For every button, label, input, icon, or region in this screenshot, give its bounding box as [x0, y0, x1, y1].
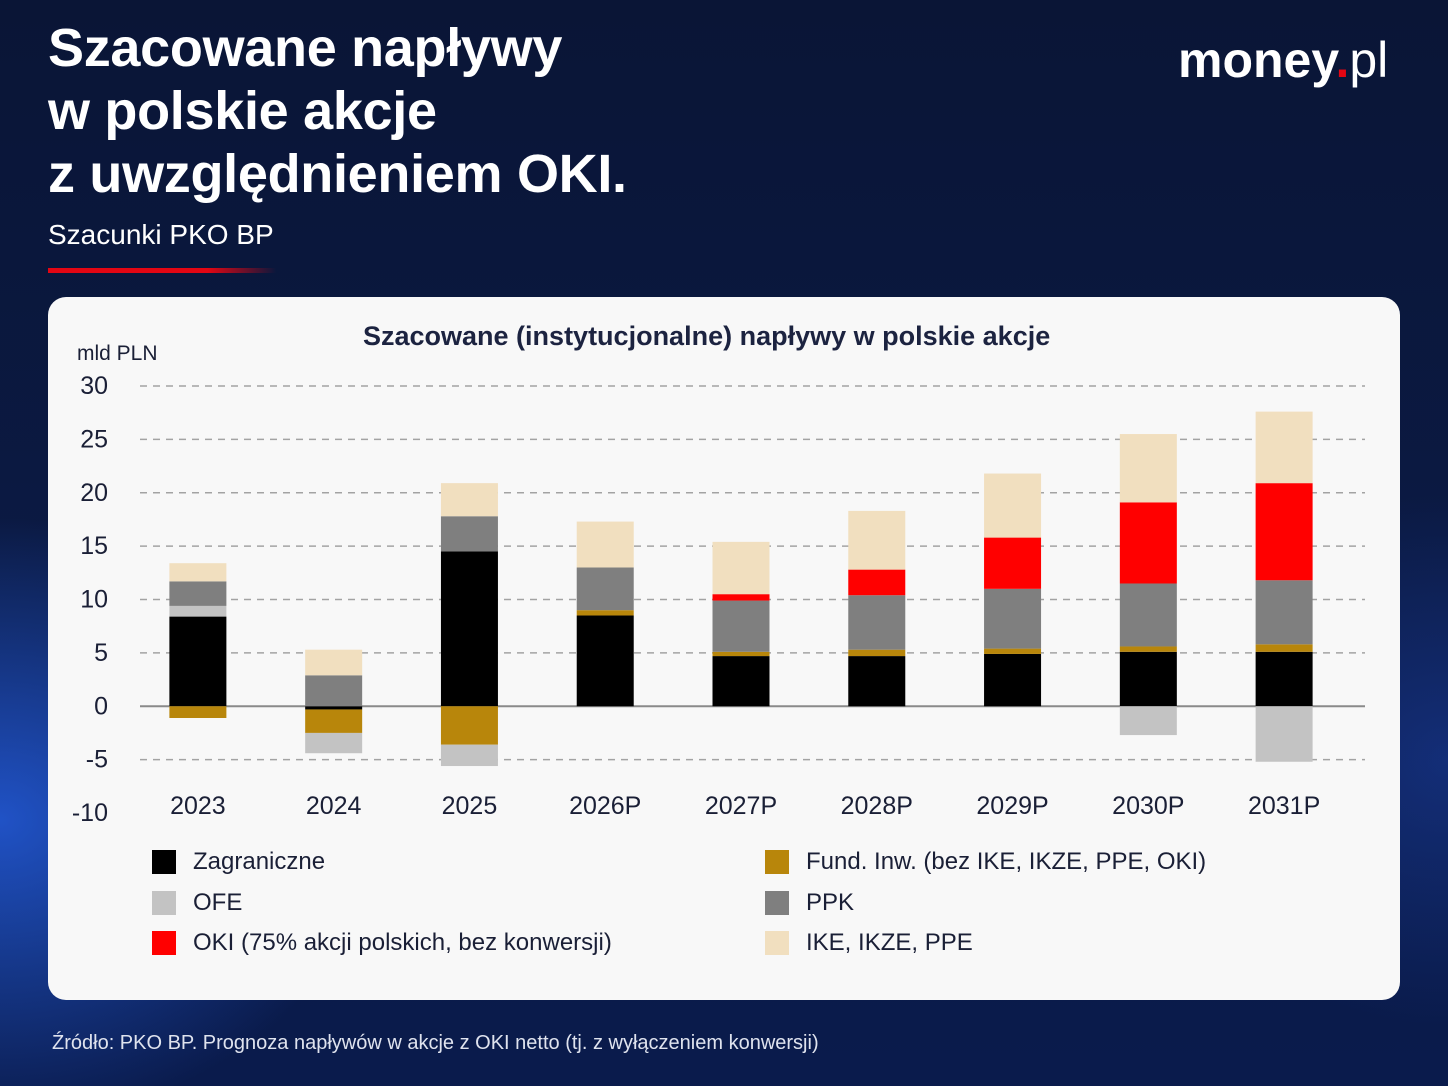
bar-ike-ikze-ppe-2029p — [984, 473, 1042, 538]
y-tick-label: 0 — [94, 692, 108, 720]
legend-swatch — [765, 931, 789, 956]
bar-fund-inw-bez-ike-ikze-ppe-oki-2025 — [440, 706, 498, 745]
x-tick-label: 2028P — [841, 792, 913, 820]
bar-fund-inw-bez-ike-ikze-ppe-oki-2029p — [984, 648, 1042, 654]
bar-ike-ikze-ppe-2027p — [712, 541, 770, 595]
bar-oki-75-akcji-polskich-bez-konwersji-2027p — [712, 594, 770, 601]
y-tick-label: 30 — [80, 372, 108, 400]
bar-zagraniczne-2030p — [1119, 651, 1177, 707]
logo-tld: pl — [1349, 32, 1389, 88]
x-tick-label: 2024 — [306, 792, 362, 820]
legend-swatch — [765, 890, 789, 915]
bar-zagraniczne-2029p — [984, 653, 1042, 707]
page-title: Szacowane napływy w polskie akcje z uwzg… — [48, 17, 627, 206]
x-tick-label: 2029P — [976, 792, 1048, 820]
bar-zagraniczne-2023 — [169, 616, 227, 707]
y-tick-label: -5 — [86, 746, 108, 774]
bar-ike-ikze-ppe-2026p — [576, 521, 634, 568]
bar-fund-inw-bez-ike-ikze-ppe-oki-2027p — [712, 651, 770, 657]
bar-zagraniczne-2024 — [305, 706, 363, 710]
page-title-line: w polskie akcje — [48, 81, 437, 141]
x-tick-label: 2023 — [170, 792, 226, 820]
logo-word: money — [1178, 32, 1336, 88]
legend-label: OKI (75% akcji polskich, bez konwersji) — [193, 929, 612, 957]
legend-swatch — [152, 931, 176, 956]
x-tick-label: 2031P — [1248, 792, 1320, 820]
bar-ike-ikze-ppe-2028p — [848, 510, 906, 570]
y-tick-label: 10 — [80, 586, 108, 614]
y-tick-label: 5 — [94, 639, 108, 667]
legend-item-oki-75-akcji-polskich-bez-konwersji: OKI (75% akcji polskich, bez konwersji) — [152, 923, 765, 964]
bar-ppk-2026p — [576, 567, 634, 611]
source-note: Źródło: PKO BP. Prognoza napływów w akcj… — [52, 1032, 819, 1054]
x-tick-label: 2025 — [442, 792, 498, 820]
bar-ofe-2023 — [169, 605, 227, 617]
bar-ppk-2024 — [305, 675, 363, 707]
y-tick-label: -10 — [72, 799, 108, 827]
chart-title: Szacowane (instytucjonalne) napływy w po… — [363, 321, 1051, 351]
bar-zagraniczne-2027p — [712, 656, 770, 707]
bar-ppk-2023 — [169, 581, 227, 606]
legend-item-ppk: PPK — [765, 883, 1325, 924]
page-title-line: z uwzględnieniem OKI. — [48, 144, 627, 204]
bar-oki-75-akcji-polskich-bez-konwersji-2030p — [1119, 502, 1177, 584]
legend-label: Zagraniczne — [193, 848, 326, 876]
legend-item-ike-ikze-ppe: IKE, IKZE, PPE — [765, 923, 1325, 964]
y-tick-label: 25 — [80, 425, 108, 453]
legend-item-ofe: OFE — [152, 883, 765, 924]
bar-fund-inw-bez-ike-ikze-ppe-oki-2024 — [305, 709, 363, 733]
x-tick-label: 2030P — [1112, 792, 1184, 820]
brand-logo: money.pl — [1178, 35, 1388, 85]
bar-ike-ikze-ppe-2031p — [1255, 411, 1313, 484]
legend-label: IKE, IKZE, PPE — [806, 929, 973, 957]
bar-zagraniczne-2031p — [1255, 651, 1313, 707]
y-tick-label: 20 — [80, 479, 108, 507]
bar-ppk-2028p — [848, 595, 906, 650]
accent-rule — [48, 268, 276, 273]
bar-layer — [169, 411, 1313, 767]
label-layer: 30 25 20 15 10 5 0 -5 -10 2023 2024 2025 2026P 2027P 2… — [72, 372, 1320, 827]
x-tick-label: 2026P — [569, 792, 641, 820]
page-title-line: Szacowane napływy — [48, 18, 563, 78]
bar-ppk-2025 — [440, 516, 498, 552]
legend-label: Fund. Inw. (bez IKE, IKZE, PPE, OKI) — [806, 848, 1207, 876]
legend-swatch — [152, 890, 176, 915]
bar-ofe-2025 — [440, 744, 498, 767]
bar-oki-75-akcji-polskich-bez-konwersji-2031p — [1255, 483, 1313, 581]
bar-ppk-2030p — [1119, 583, 1177, 647]
bar-ofe-2031p — [1255, 706, 1313, 762]
legend-swatch — [765, 850, 789, 875]
bar-fund-inw-bez-ike-ikze-ppe-oki-2030p — [1119, 646, 1177, 652]
bar-oki-75-akcji-polskich-bez-konwersji-2029p — [984, 537, 1042, 589]
bar-fund-inw-bez-ike-ikze-ppe-oki-2023 — [169, 706, 227, 718]
bar-ike-ikze-ppe-2025 — [440, 483, 498, 517]
bar-ike-ikze-ppe-2023 — [169, 563, 227, 582]
bar-ofe-2024 — [305, 732, 363, 754]
chart-legend: Zagraniczne Fund. Inw. (bez IKE, IKZE, PP… — [152, 842, 1325, 964]
bar-ppk-2031p — [1255, 580, 1313, 645]
bar-ppk-2029p — [984, 588, 1042, 649]
bar-fund-inw-bez-ike-ikze-ppe-oki-2026p — [576, 610, 634, 616]
bar-zagraniczne-2028p — [848, 656, 906, 707]
legend-item-zagraniczne: Zagraniczne — [152, 842, 765, 883]
y-axis-unit: mld PLN — [77, 342, 158, 365]
legend-label: PPK — [806, 888, 855, 916]
bar-zagraniczne-2025 — [440, 551, 498, 707]
legend-swatch — [152, 850, 176, 875]
bar-oki-75-akcji-polskich-bez-konwersji-2028p — [848, 569, 906, 596]
x-tick-label: 2027P — [705, 792, 777, 820]
bar-ike-ikze-ppe-2030p — [1119, 434, 1177, 503]
logo-dot: . — [1335, 32, 1350, 88]
bar-fund-inw-bez-ike-ikze-ppe-oki-2031p — [1255, 644, 1313, 652]
bar-zagraniczne-2026p — [576, 615, 634, 707]
bar-ppk-2027p — [712, 600, 770, 652]
legend-label: OFE — [193, 888, 243, 916]
y-tick-label: 15 — [80, 532, 108, 560]
legend-item-fund-inw-bez-ike-ikze-ppe-oki: Fund. Inw. (bez IKE, IKZE, PPE, OKI) — [765, 842, 1325, 883]
bar-ofe-2030p — [1119, 706, 1177, 736]
page-subtitle: Szacunki PKO BP — [48, 219, 274, 250]
bar-ike-ikze-ppe-2024 — [305, 649, 363, 676]
bar-fund-inw-bez-ike-ikze-ppe-oki-2028p — [848, 649, 906, 657]
